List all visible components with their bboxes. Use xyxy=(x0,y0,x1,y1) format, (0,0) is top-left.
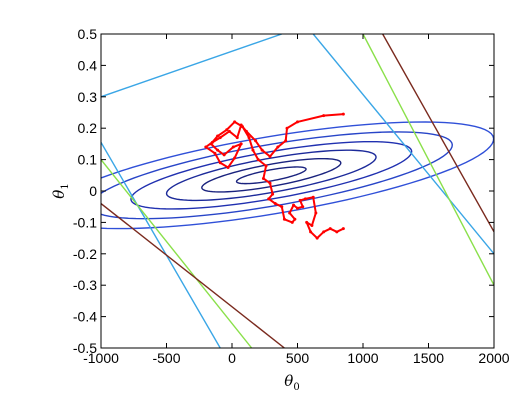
descent-path-point-28 xyxy=(233,120,237,124)
descent-path-point-41 xyxy=(290,220,294,224)
descent-path-point-23 xyxy=(222,153,226,157)
descent-path-point-27 xyxy=(225,128,229,132)
descent-path-point-1 xyxy=(341,112,345,116)
descent-path-point-32 xyxy=(256,158,260,162)
x-tick-label-2: -500 xyxy=(152,350,180,366)
descent-path-point-54 xyxy=(315,236,319,240)
descent-path-point-45 xyxy=(296,206,299,210)
y-tick-label-4: 0.2 xyxy=(78,120,98,136)
x-tick-label-6: 1500 xyxy=(413,350,444,366)
descent-path-point-24 xyxy=(216,148,220,152)
y-tick-label-9: -0.3 xyxy=(73,277,97,293)
x-tick-label-3: 0 xyxy=(228,350,236,366)
descent-path-point-36 xyxy=(271,192,275,196)
descent-path-point-26 xyxy=(216,134,220,138)
descent-path-point-38 xyxy=(273,202,277,206)
descent-path-point-43 xyxy=(288,211,292,215)
descent-path-point-12 xyxy=(235,136,239,140)
tick-labels: -1000 -500 0 500 1000 1500 2000 0.5 0.4 0.3 0.2 0.1… xyxy=(73,26,510,366)
descent-path-point-56 xyxy=(328,227,332,231)
contour-ellipse-6 xyxy=(101,121,494,230)
contour-line-7 xyxy=(382,34,494,233)
descent-path-point-21 xyxy=(239,142,243,146)
descent-path-point-2 xyxy=(322,114,326,118)
y-tick-label-10: -0.4 xyxy=(73,309,97,325)
descent-path-point-3 xyxy=(296,120,299,124)
x-tick-label-4: 500 xyxy=(286,350,310,366)
descent-path-point-44 xyxy=(292,203,296,207)
descent-path-point-13 xyxy=(227,129,231,133)
y-tick-label-1: 0.5 xyxy=(78,26,98,42)
descent-path-point-51 xyxy=(310,224,314,228)
descent-path-point-58 xyxy=(341,227,345,231)
y-tick-label-8: -0.2 xyxy=(73,246,97,262)
contour-line-5 xyxy=(362,34,494,286)
descent-path-point-18 xyxy=(218,161,222,165)
contour-ellipse-2 xyxy=(201,157,342,193)
descent-path-point-47 xyxy=(298,198,302,202)
descent-path-point-4 xyxy=(285,126,289,130)
descent-path-point-8 xyxy=(260,148,264,152)
descent-path-point-53 xyxy=(309,230,313,234)
descent-path-point-46 xyxy=(301,205,305,209)
contour-line-4 xyxy=(101,159,253,348)
contour-ellipse-1 xyxy=(235,166,307,185)
contour-line-6 xyxy=(101,203,285,348)
x-tick-label-7: 2000 xyxy=(478,350,509,366)
descent-path-point-9 xyxy=(254,139,258,143)
descent-path-point-52 xyxy=(305,220,309,224)
descent-path-point-10 xyxy=(244,129,248,133)
descent-path-point-22 xyxy=(231,145,235,149)
y-tick-label-6: 0 xyxy=(89,183,97,199)
plot-background xyxy=(101,34,494,348)
descent-path-point-30 xyxy=(247,136,251,140)
descent-path-point-17 xyxy=(213,151,217,155)
descent-path-point-34 xyxy=(261,176,265,180)
descent-path-point-50 xyxy=(314,211,318,215)
contour-ellipse-4 xyxy=(130,140,413,210)
descent-path-point-14 xyxy=(218,136,222,140)
descent-path-point-5 xyxy=(284,139,288,143)
descent-path-point-29 xyxy=(240,125,244,129)
contour-line-2 xyxy=(101,141,221,348)
y-tick-label-2: 0.4 xyxy=(78,57,98,73)
x-axis-label: θ0 xyxy=(284,372,299,393)
descent-path-point-25 xyxy=(209,142,213,146)
x-axis-label-subscript: 0 xyxy=(293,382,299,393)
contour-ellipse-3 xyxy=(165,149,377,202)
y-tick-label-3: 0.3 xyxy=(78,89,98,105)
contour-line-3 xyxy=(312,34,494,255)
descent-path-point-40 xyxy=(282,217,286,221)
descent-path-point-48 xyxy=(303,197,307,201)
x-tick-label-1: -1000 xyxy=(83,350,119,366)
descent-path-point-42 xyxy=(293,217,297,221)
descent-path-point-7 xyxy=(268,154,272,158)
y-axis-label-main: θ xyxy=(50,190,68,199)
y-tick-label-7: -0.1 xyxy=(73,214,97,230)
descent-path-point-19 xyxy=(226,165,230,169)
descent-path-point-37 xyxy=(267,197,271,201)
descent-path-point-55 xyxy=(322,230,326,234)
contour-lines xyxy=(101,34,494,348)
plot-frame xyxy=(100,33,495,349)
y-tick-label-5: 0.1 xyxy=(78,152,98,168)
descent-path-point-33 xyxy=(264,164,268,168)
descent-path-point-20 xyxy=(233,156,237,160)
y-tick-label-11: -0.5 xyxy=(73,340,97,356)
contour-ellipse-5 xyxy=(101,131,453,220)
y-axis-label: θ1 xyxy=(50,183,71,198)
descent-path-point-49 xyxy=(311,195,315,199)
x-axis-label-main: θ xyxy=(284,372,293,390)
descent-path xyxy=(204,112,345,240)
x-tick-label-5: 1000 xyxy=(347,350,378,366)
descent-path-point-6 xyxy=(276,145,280,149)
descent-path-point-57 xyxy=(335,230,339,234)
contour-line-1 xyxy=(101,34,283,98)
descent-path-point-31 xyxy=(251,148,255,152)
descent-path-point-35 xyxy=(268,181,272,185)
y-axis-label-subscript: 1 xyxy=(60,183,71,189)
descent-path-point-16 xyxy=(204,145,208,149)
descent-path-point-39 xyxy=(280,205,284,209)
